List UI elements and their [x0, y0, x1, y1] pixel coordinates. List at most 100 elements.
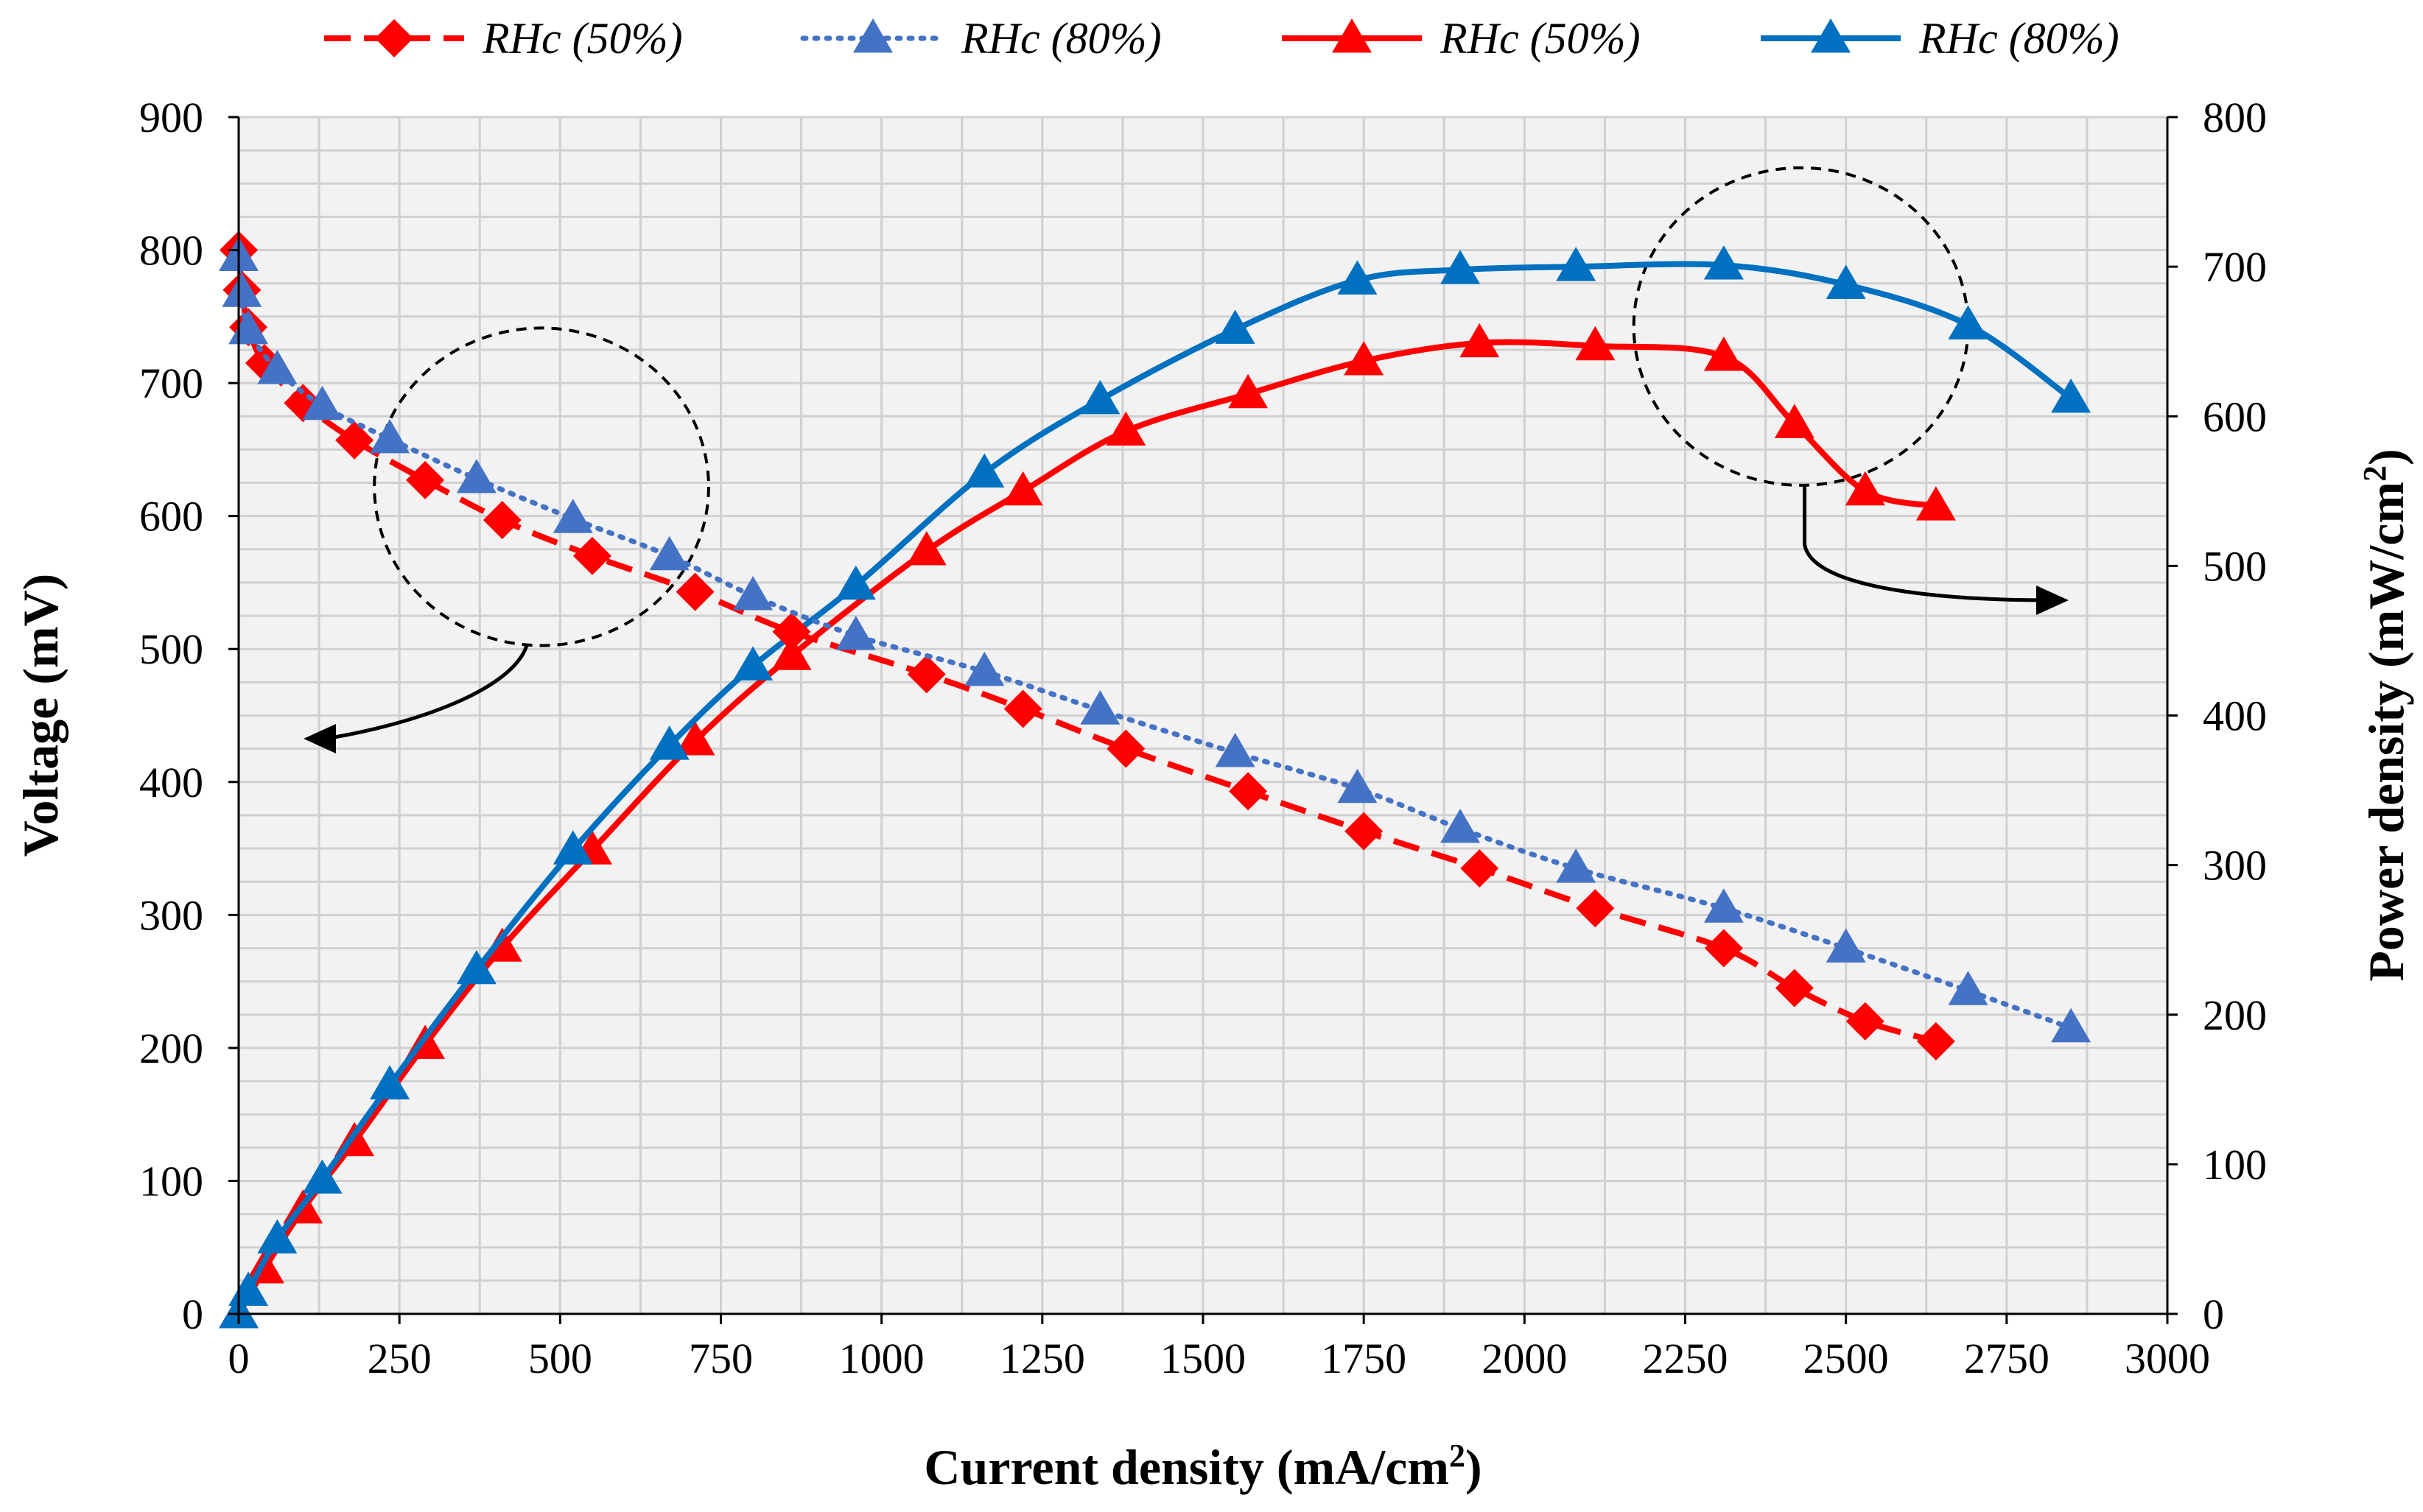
- data-point-diamond: [1107, 729, 1146, 768]
- data-point-diamond: [907, 655, 946, 694]
- data-point-diamond: [375, 19, 413, 57]
- y-left-tick-label: 200: [139, 1024, 203, 1072]
- data-point-triangle: [835, 616, 876, 650]
- x-tick-label: 1250: [1000, 1335, 1085, 1382]
- data-point-triangle: [1440, 808, 1481, 843]
- x-tick-label: 1000: [839, 1335, 925, 1382]
- y-right-tick-label: 800: [2203, 94, 2267, 141]
- data-point-diamond: [406, 460, 445, 499]
- data-point-triangle: [835, 565, 876, 600]
- y-left-tick-label: 600: [139, 493, 203, 541]
- data-point-triangle: [771, 636, 812, 670]
- y-right-tick-label: 400: [2203, 692, 2267, 740]
- data-point-triangle: [1774, 404, 1814, 438]
- x-tick-label: 2500: [1803, 1335, 1889, 1382]
- data-point-triangle: [906, 531, 947, 566]
- data-point-triangle: [964, 651, 1005, 686]
- legend-item: RHc (80%): [800, 14, 1162, 63]
- data-point-triangle: [733, 646, 774, 681]
- data-point-triangle: [1703, 245, 1744, 280]
- data-point-triangle: [1556, 247, 1596, 281]
- data-point-triangle: [1080, 379, 1121, 415]
- data-point-diamond: [1775, 968, 1814, 1008]
- data-point-diamond: [1344, 812, 1384, 851]
- data-point-triangle: [456, 949, 497, 985]
- data-point-triangle: [1003, 471, 1043, 506]
- data-point-triangle: [1228, 373, 1269, 409]
- series-power-rhc-80: [219, 245, 2091, 1329]
- data-point-triangle: [370, 418, 410, 454]
- data-point-diamond: [1576, 889, 1615, 928]
- annotation-circle: [373, 326, 710, 647]
- y-right-tick-label: 0: [2203, 1290, 2224, 1338]
- x-tick-label: 250: [368, 1335, 432, 1382]
- legend-item: RHc (80%): [1761, 14, 2119, 63]
- data-point-diamond: [1845, 1002, 1884, 1041]
- y-left-tick-label: 700: [139, 359, 203, 407]
- data-point-diamond: [1229, 772, 1268, 811]
- data-point-triangle: [1344, 341, 1384, 376]
- y-right-tick-label: 300: [2203, 842, 2267, 890]
- x-tick-label: 2000: [1481, 1335, 1567, 1382]
- y-left-tick-label: 800: [139, 227, 203, 275]
- data-point-triangle: [1948, 305, 1988, 340]
- x-tick-label: 3000: [2125, 1335, 2210, 1382]
- data-point-triangle: [2051, 378, 2091, 413]
- data-point-triangle: [649, 535, 690, 571]
- y-left-tick-label: 400: [139, 759, 203, 806]
- data-point-triangle: [2051, 1008, 2091, 1043]
- y-right-tick-label: 100: [2203, 1141, 2267, 1189]
- data-point-triangle: [1080, 690, 1121, 725]
- data-point-diamond: [1704, 929, 1743, 968]
- data-point-triangle: [1215, 309, 1255, 344]
- data-point-triangle: [649, 725, 690, 760]
- data-point-triangle: [1845, 471, 1885, 506]
- annotation-arrow: [1803, 485, 2047, 602]
- annotation-arrowhead: [2036, 586, 2069, 615]
- ticks: 0 250 500 750 1000 1250 1500 1750 2000 2250 2500 27…: [139, 94, 2267, 1382]
- x-tick-label: 2250: [1643, 1335, 1728, 1382]
- data-point-triangle: [1337, 768, 1378, 804]
- series-voltage-rhc-80: [219, 236, 2091, 1043]
- data-point-triangle: [853, 18, 893, 53]
- data-point-triangle: [257, 350, 298, 384]
- data-point-triangle: [1106, 411, 1146, 446]
- data-point-triangle: [1575, 326, 1616, 361]
- data-point-triangle: [257, 1219, 298, 1253]
- legend-label: RHc (50%): [1440, 14, 1641, 63]
- y-right-tick-label: 700: [2203, 243, 2267, 291]
- data-point-triangle: [1826, 264, 1866, 299]
- annotation-arrowhead: [304, 724, 336, 753]
- y-left-tick-label: 0: [182, 1290, 203, 1338]
- x-axis-title: Current density (mA/cm2): [924, 1438, 1481, 1495]
- data-point-diamond: [1916, 1022, 1955, 1061]
- data-point-diamond: [1003, 689, 1042, 728]
- y-left-tick-label: 100: [139, 1157, 203, 1205]
- data-point-diamond: [572, 536, 611, 575]
- y-left-tick-label: 500: [139, 625, 203, 673]
- legend-item: RHc (50%): [324, 14, 683, 63]
- data-point-triangle: [1703, 888, 1744, 923]
- data-point-triangle: [1215, 733, 1255, 767]
- data-point-triangle: [222, 272, 262, 307]
- data-point-triangle: [1948, 971, 1988, 1005]
- legend-label: RHc (80%): [961, 14, 1162, 63]
- y-left-tick-label: 300: [139, 891, 203, 939]
- data-point-diamond: [1460, 849, 1499, 888]
- data-point-triangle: [1703, 337, 1744, 371]
- data-point-diamond: [335, 421, 374, 460]
- legend-item: RHc (50%): [1282, 14, 1641, 63]
- annotation-arrow: [325, 644, 529, 741]
- data-point-triangle: [302, 1159, 343, 1194]
- series-layer: [219, 231, 2091, 1329]
- x-tick-label: 0: [228, 1335, 250, 1382]
- x-tick-label: 1500: [1160, 1335, 1246, 1382]
- legend-label: RHc (80%): [1918, 14, 2119, 63]
- data-point-diamond: [676, 572, 715, 611]
- x-tick-label: 500: [528, 1335, 592, 1382]
- y-axis-left-title: Voltage (mV): [13, 574, 69, 857]
- x-tick-label: 1750: [1321, 1335, 1406, 1382]
- data-point-triangle: [370, 1065, 410, 1100]
- data-point-triangle: [1440, 250, 1481, 284]
